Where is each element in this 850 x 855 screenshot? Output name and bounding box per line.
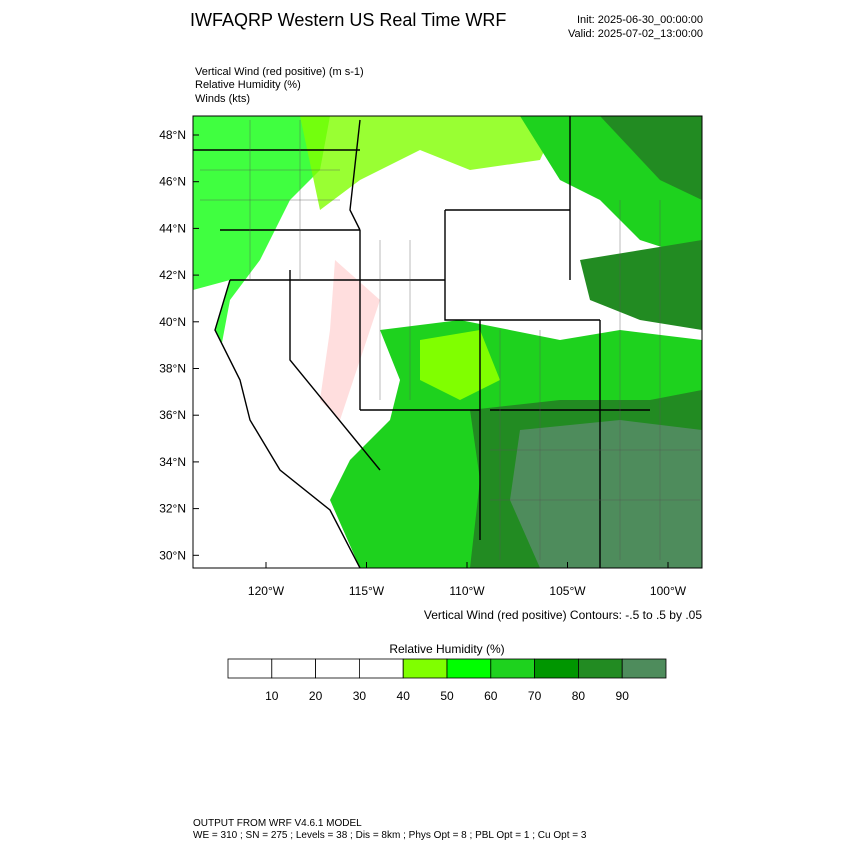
colorbar-label: 20 — [309, 689, 323, 703]
county-lines — [200, 120, 700, 560]
map-frame — [192, 115, 703, 569]
colorbar-box — [490, 658, 535, 679]
lat-label: 34°N — [159, 455, 186, 469]
init-time: Init: 2025-06-30_00:00:00 — [577, 14, 703, 26]
colorbar-label: 40 — [397, 689, 411, 703]
field-label: Relative Humidity (%) — [195, 79, 301, 91]
humidity-region — [510, 420, 702, 568]
colorbar-box — [271, 658, 316, 679]
colorbar-box — [621, 658, 667, 679]
colorbar-label: 50 — [440, 689, 454, 703]
colorbar-box — [358, 658, 404, 679]
colorbar-box — [446, 658, 492, 679]
lon-label: 105°W — [549, 584, 586, 598]
contour-note: Vertical Wind (red positive) Contours: -… — [424, 608, 702, 622]
colorbar-box — [534, 658, 579, 679]
boundaries — [193, 116, 650, 568]
colorbar-label: 80 — [572, 689, 586, 703]
colorbar-title: Relative Humidity (%) — [389, 642, 504, 656]
lon-label: 100°W — [650, 584, 687, 598]
lat-label: 36°N — [159, 408, 186, 422]
colorbar-box — [402, 658, 448, 679]
lat-label: 46°N — [159, 175, 186, 189]
colorbar-label: 60 — [484, 689, 498, 703]
colorbar-label: 10 — [265, 689, 279, 703]
colorbar-box — [315, 658, 360, 679]
lon-label: 110°W — [449, 584, 485, 598]
colorbar-box — [227, 658, 273, 679]
lat-labels: 48°N 46°N 44°N 42°N 40°N 38°N 36°N 34°N 32°N 30°N — [159, 128, 199, 562]
humidity-region — [193, 116, 330, 420]
colorbar-label: 30 — [353, 689, 367, 703]
footer-line: OUTPUT FROM WRF V4.6.1 MODEL — [193, 818, 362, 829]
title: IWFAQRP Western US Real Time WRF — [190, 10, 506, 30]
lat-label: 32°N — [159, 502, 186, 516]
lon-label: 115°W — [349, 584, 385, 598]
field-label: Vertical Wind (red positive) (m s-1) — [195, 66, 364, 78]
lon-labels: 120°W 115°W 110°W 105°W 100°W — [248, 562, 687, 598]
field-label: Winds (kts) — [195, 93, 250, 105]
lat-label: 30°N — [159, 548, 186, 562]
humidity-region — [300, 116, 560, 210]
colorbar-label: 70 — [528, 689, 542, 703]
colorbar-box — [578, 658, 623, 679]
lat-label: 44°N — [159, 221, 186, 235]
map — [192, 115, 703, 569]
valid-time: Valid: 2025-07-02_13:00:00 — [568, 28, 703, 40]
vertical-wind-region — [320, 260, 380, 420]
lon-label: 120°W — [248, 584, 285, 598]
humidity-region — [600, 116, 702, 200]
ocean — [193, 280, 360, 568]
lat-label: 38°N — [159, 362, 186, 376]
lat-label: 42°N — [159, 268, 186, 282]
footer-line: WE = 310 ; SN = 275 ; Levels = 38 ; Dis … — [193, 830, 587, 841]
colorbar-label: 90 — [616, 689, 630, 703]
humidity-region — [580, 240, 702, 330]
lat-label: 40°N — [159, 315, 186, 329]
colorbar: 10 20 30 40 50 60 70 80 90 — [227, 658, 667, 703]
lat-label: 48°N — [159, 128, 186, 142]
